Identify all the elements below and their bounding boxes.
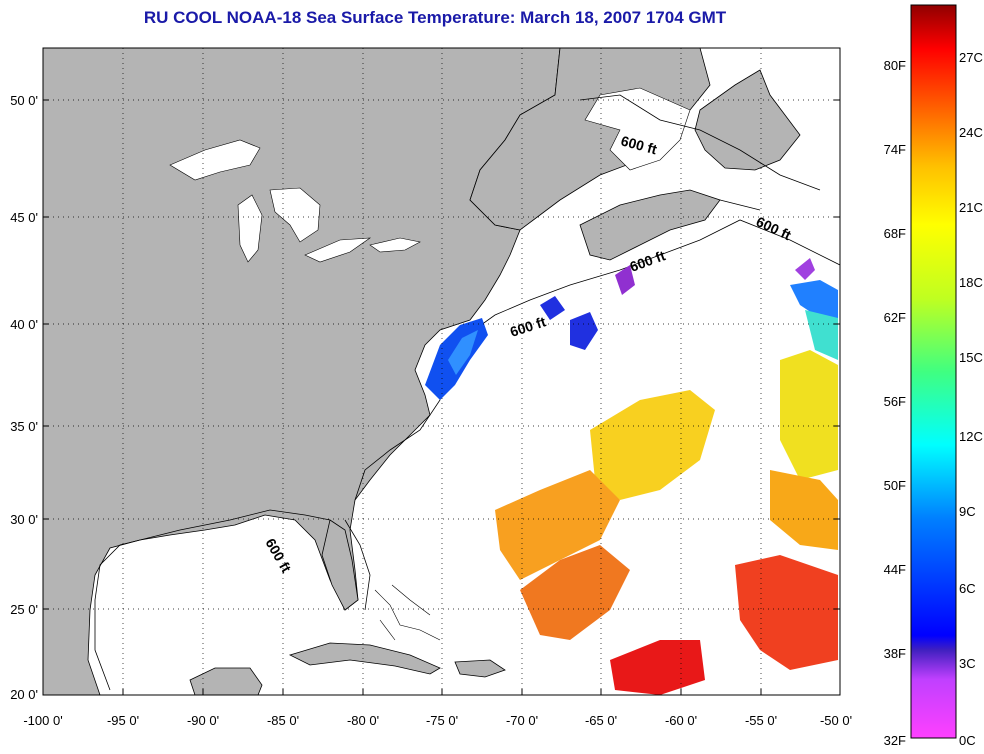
colorbar-fahrenheit-labels: 80F 74F 68F 62F 56F 50F 44F 38F 32F [884,58,906,748]
cbar-f-label: 62F [884,310,906,325]
lon-label: -90 0' [187,713,219,728]
bahamas-outline [374,584,441,641]
cbar-f-label: 68F [884,226,906,241]
lat-label: 20 0' [10,687,38,702]
cbar-f-label: 74F [884,142,906,157]
cbar-f-label: 32F [884,733,906,748]
lake-ontario [369,237,421,253]
isobath-600ft-north [579,94,821,211]
colorbar: 80F 74F 68F 62F 56F 50F 44F 38F 32F 27C … [884,4,983,748]
cbar-c-label: 3C [959,656,976,671]
gulf-st-lawrence [584,87,691,171]
colorbar-celsius-labels: 27C 24C 21C 18C 15C 12C 9C 6C 3C 0C [959,50,983,748]
cbar-c-label: 15C [959,350,983,365]
isobath-600ft-atlantic [354,219,840,501]
lon-label: -70 0' [506,713,538,728]
lat-label: 40 0' [10,317,38,332]
land-cuba [288,642,441,675]
latitude-labels: 50 0' 45 0' 40 0' 35 0' 30 0' 25 0' 20 0… [10,93,38,702]
sst-patch-yellow-central [590,390,715,500]
lake-superior [169,139,261,181]
cbar-f-label: 44F [884,562,906,577]
lon-label: -60 0' [665,713,697,728]
lat-label: 45 0' [10,210,38,225]
lon-label: -55 0' [745,713,777,728]
sst-patch-orange-central [495,470,620,580]
land-hispaniola [454,659,506,678]
cbar-f-label: 50F [884,478,906,493]
cbar-f-label: 38F [884,646,906,661]
cbar-c-label: 6C [959,581,976,596]
sst-patch-orange-east [770,470,838,550]
sst-data-layer [425,258,838,695]
sst-patch-gulf-of-maine [615,265,635,295]
land-florida [321,519,359,611]
lake-michigan [237,194,263,263]
land-nova-scotia [579,189,721,261]
colorbar-gradient [910,4,957,739]
cbar-c-label: 27C [959,50,983,65]
lon-label: -85 0' [267,713,299,728]
lake-huron [269,187,321,243]
sst-patch-scotian [795,258,815,280]
sst-patch-cyan-east [805,310,838,360]
lat-label: 50 0' [10,93,38,108]
lon-label: -100 0' [23,713,62,728]
lat-label: 35 0' [10,419,38,434]
tick-marks [42,99,841,696]
lon-label: -80 0' [347,713,379,728]
land-newfoundland [694,69,801,171]
lake-erie [304,237,372,263]
cbar-c-label: 21C [959,200,983,215]
lon-label: -65 0' [585,713,617,728]
map-title: RU COOL NOAA-18 Sea Surface Temperature:… [143,8,727,27]
land-yucatan [189,667,263,695]
sst-patch-blue-east [790,280,838,320]
cbar-c-label: 9C [959,504,976,519]
cbar-c-label: 18C [959,275,983,290]
sst-patch-gulfstream-edge [540,296,598,350]
sst-patch-orange-south [520,545,630,640]
cbar-f-label: 56F [884,394,906,409]
cbar-f-label: 80F [884,58,906,73]
lat-label: 25 0' [10,602,38,617]
lat-label: 30 0' [10,512,38,527]
lon-label: -75 0' [426,713,458,728]
cbar-c-label: 12C [959,429,983,444]
longitude-labels: -100 0' -95 0' -90 0' -85 0' -80 0' -75 … [23,713,852,728]
sst-patch-nj [448,330,478,375]
cbar-c-label: 24C [959,125,983,140]
lon-label: -50 0' [820,713,852,728]
cbar-c-label: 0C [959,733,976,748]
lon-label: -95 0' [107,713,139,728]
sst-patch-yellow-east [780,350,838,480]
isobath-600ft-gulf [94,509,371,691]
